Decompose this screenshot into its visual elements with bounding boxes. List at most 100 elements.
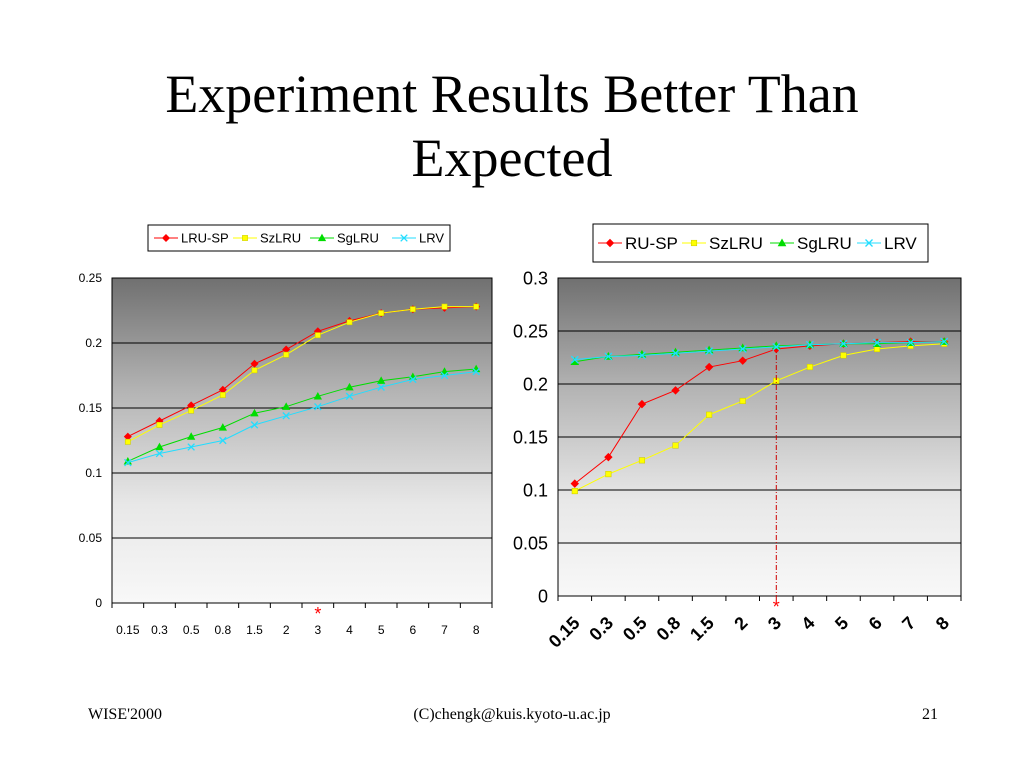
marker-stroke [250, 421, 259, 429]
legend: LRU-SP SzLRU SgLRU LRV [147, 224, 451, 252]
marker-stroke [377, 383, 385, 391]
marker-stroke [906, 338, 915, 347]
data-point [472, 367, 480, 376]
y-tick-label: 0.2 [523, 374, 548, 394]
slide-title-line2: Expected [411, 128, 613, 188]
y-tick-label: 0.25 [79, 271, 103, 285]
data-point [156, 422, 163, 428]
data-point [706, 411, 713, 418]
annotation-asterisk: * [773, 597, 780, 617]
x-tick-label: 0.5 [619, 613, 651, 645]
x-tick-label: 8 [932, 613, 953, 634]
data-point [378, 310, 385, 316]
data-point [571, 488, 578, 495]
x-tick-label: 0.8 [653, 613, 685, 645]
y-tick-label: 0.2 [85, 336, 102, 350]
slide-title-line1: Experiment Results Better Than [165, 64, 859, 124]
chart-2: 00.050.10.150.20.250.30.15 0.3 0.5 0.8 1.5 2 3… [513, 223, 962, 652]
data-point [155, 442, 164, 451]
data-point [440, 371, 449, 380]
x-tick-label: 0.3 [151, 623, 168, 637]
data-point [805, 340, 814, 349]
data-point [671, 386, 680, 395]
legend-label: SgLRU [337, 231, 379, 246]
series-line [127, 368, 477, 462]
x-tick-label: 5 [831, 613, 852, 634]
marker-stroke [705, 347, 714, 356]
legend-item-szlru: SzLRU [233, 231, 301, 246]
data-point [873, 338, 882, 347]
annotation-asterisk: * [314, 604, 321, 624]
legend-item-sglru: SgLRU [770, 234, 852, 253]
data-point [605, 471, 612, 478]
data-point [346, 319, 353, 326]
x-tick-label: 5 [378, 623, 385, 637]
marker-stroke [187, 443, 195, 451]
series-lrv [124, 367, 480, 467]
data-point [124, 438, 131, 445]
legend-item-ru-sp: RU-SP [598, 234, 678, 253]
marker-stroke [282, 412, 290, 420]
y-tick-label: 0.1 [523, 480, 548, 500]
marker-stroke [839, 339, 848, 348]
y-tick-label: 0.1 [85, 466, 102, 480]
data-point [282, 412, 290, 420]
data-point [345, 382, 354, 391]
data-point [409, 306, 416, 313]
x-tick-label: 0.5 [183, 623, 200, 637]
data-point [282, 402, 291, 410]
footer-conference: WISE'2000 [88, 706, 162, 723]
legend-item-lrv: LRV [857, 234, 917, 253]
marker-stroke [865, 239, 873, 247]
marker-stroke [738, 345, 747, 353]
legend: RU-SP SzLRU SgLRU LRV [592, 223, 929, 263]
data-point [345, 392, 354, 401]
data-point [671, 349, 680, 358]
data-point [738, 345, 747, 353]
x-tick-label: 6 [409, 623, 416, 637]
series-line [574, 341, 945, 361]
data-point [219, 392, 226, 398]
x-tick-label: 4 [346, 623, 353, 637]
data-point [637, 399, 647, 409]
legend-label: LRU-SP [181, 231, 229, 246]
legend-swatch-marker [317, 233, 327, 242]
marker-stroke [155, 449, 164, 458]
legend-swatch-marker [161, 233, 171, 243]
y-tick-label: 0.25 [513, 321, 548, 341]
legend-label: RU-SP [625, 234, 678, 253]
legend-label: SzLRU [260, 231, 301, 246]
legend-label: LRV [884, 234, 917, 253]
data-point [313, 391, 322, 400]
y-tick-label: 0 [538, 586, 548, 606]
marker-stroke [570, 355, 579, 364]
marker-stroke [219, 436, 227, 445]
x-tick-label: 2 [283, 623, 290, 637]
marker-stroke [637, 351, 646, 360]
legend-swatch-marker [865, 239, 873, 247]
series-line [127, 306, 477, 443]
data-point [314, 402, 322, 411]
legend-label: LRV [419, 231, 444, 246]
legend-swatch-marker [242, 235, 248, 241]
y-tick-label: 0.15 [513, 427, 548, 447]
data-point [440, 367, 449, 375]
legend-swatch-marker [777, 238, 787, 247]
marker-stroke [772, 342, 781, 351]
footer-contact: (C)chengk@kuis.kyoto-u.ac.jp [413, 706, 611, 723]
legend-label: SzLRU [709, 234, 763, 253]
data-point [283, 351, 290, 358]
marker-stroke [873, 338, 882, 347]
footer-page-number: 21 [922, 706, 938, 723]
legend-swatch-marker [690, 239, 698, 247]
x-tick-label: 7 [898, 613, 919, 634]
data-point [250, 421, 259, 429]
marker-stroke [400, 234, 408, 242]
x-tick-label: 4 [797, 613, 818, 634]
x-tick-label: 7 [441, 623, 448, 637]
data-point [570, 355, 579, 364]
x-tick-label: 0.8 [214, 623, 231, 637]
data-point [604, 452, 613, 462]
data-point [377, 376, 386, 384]
